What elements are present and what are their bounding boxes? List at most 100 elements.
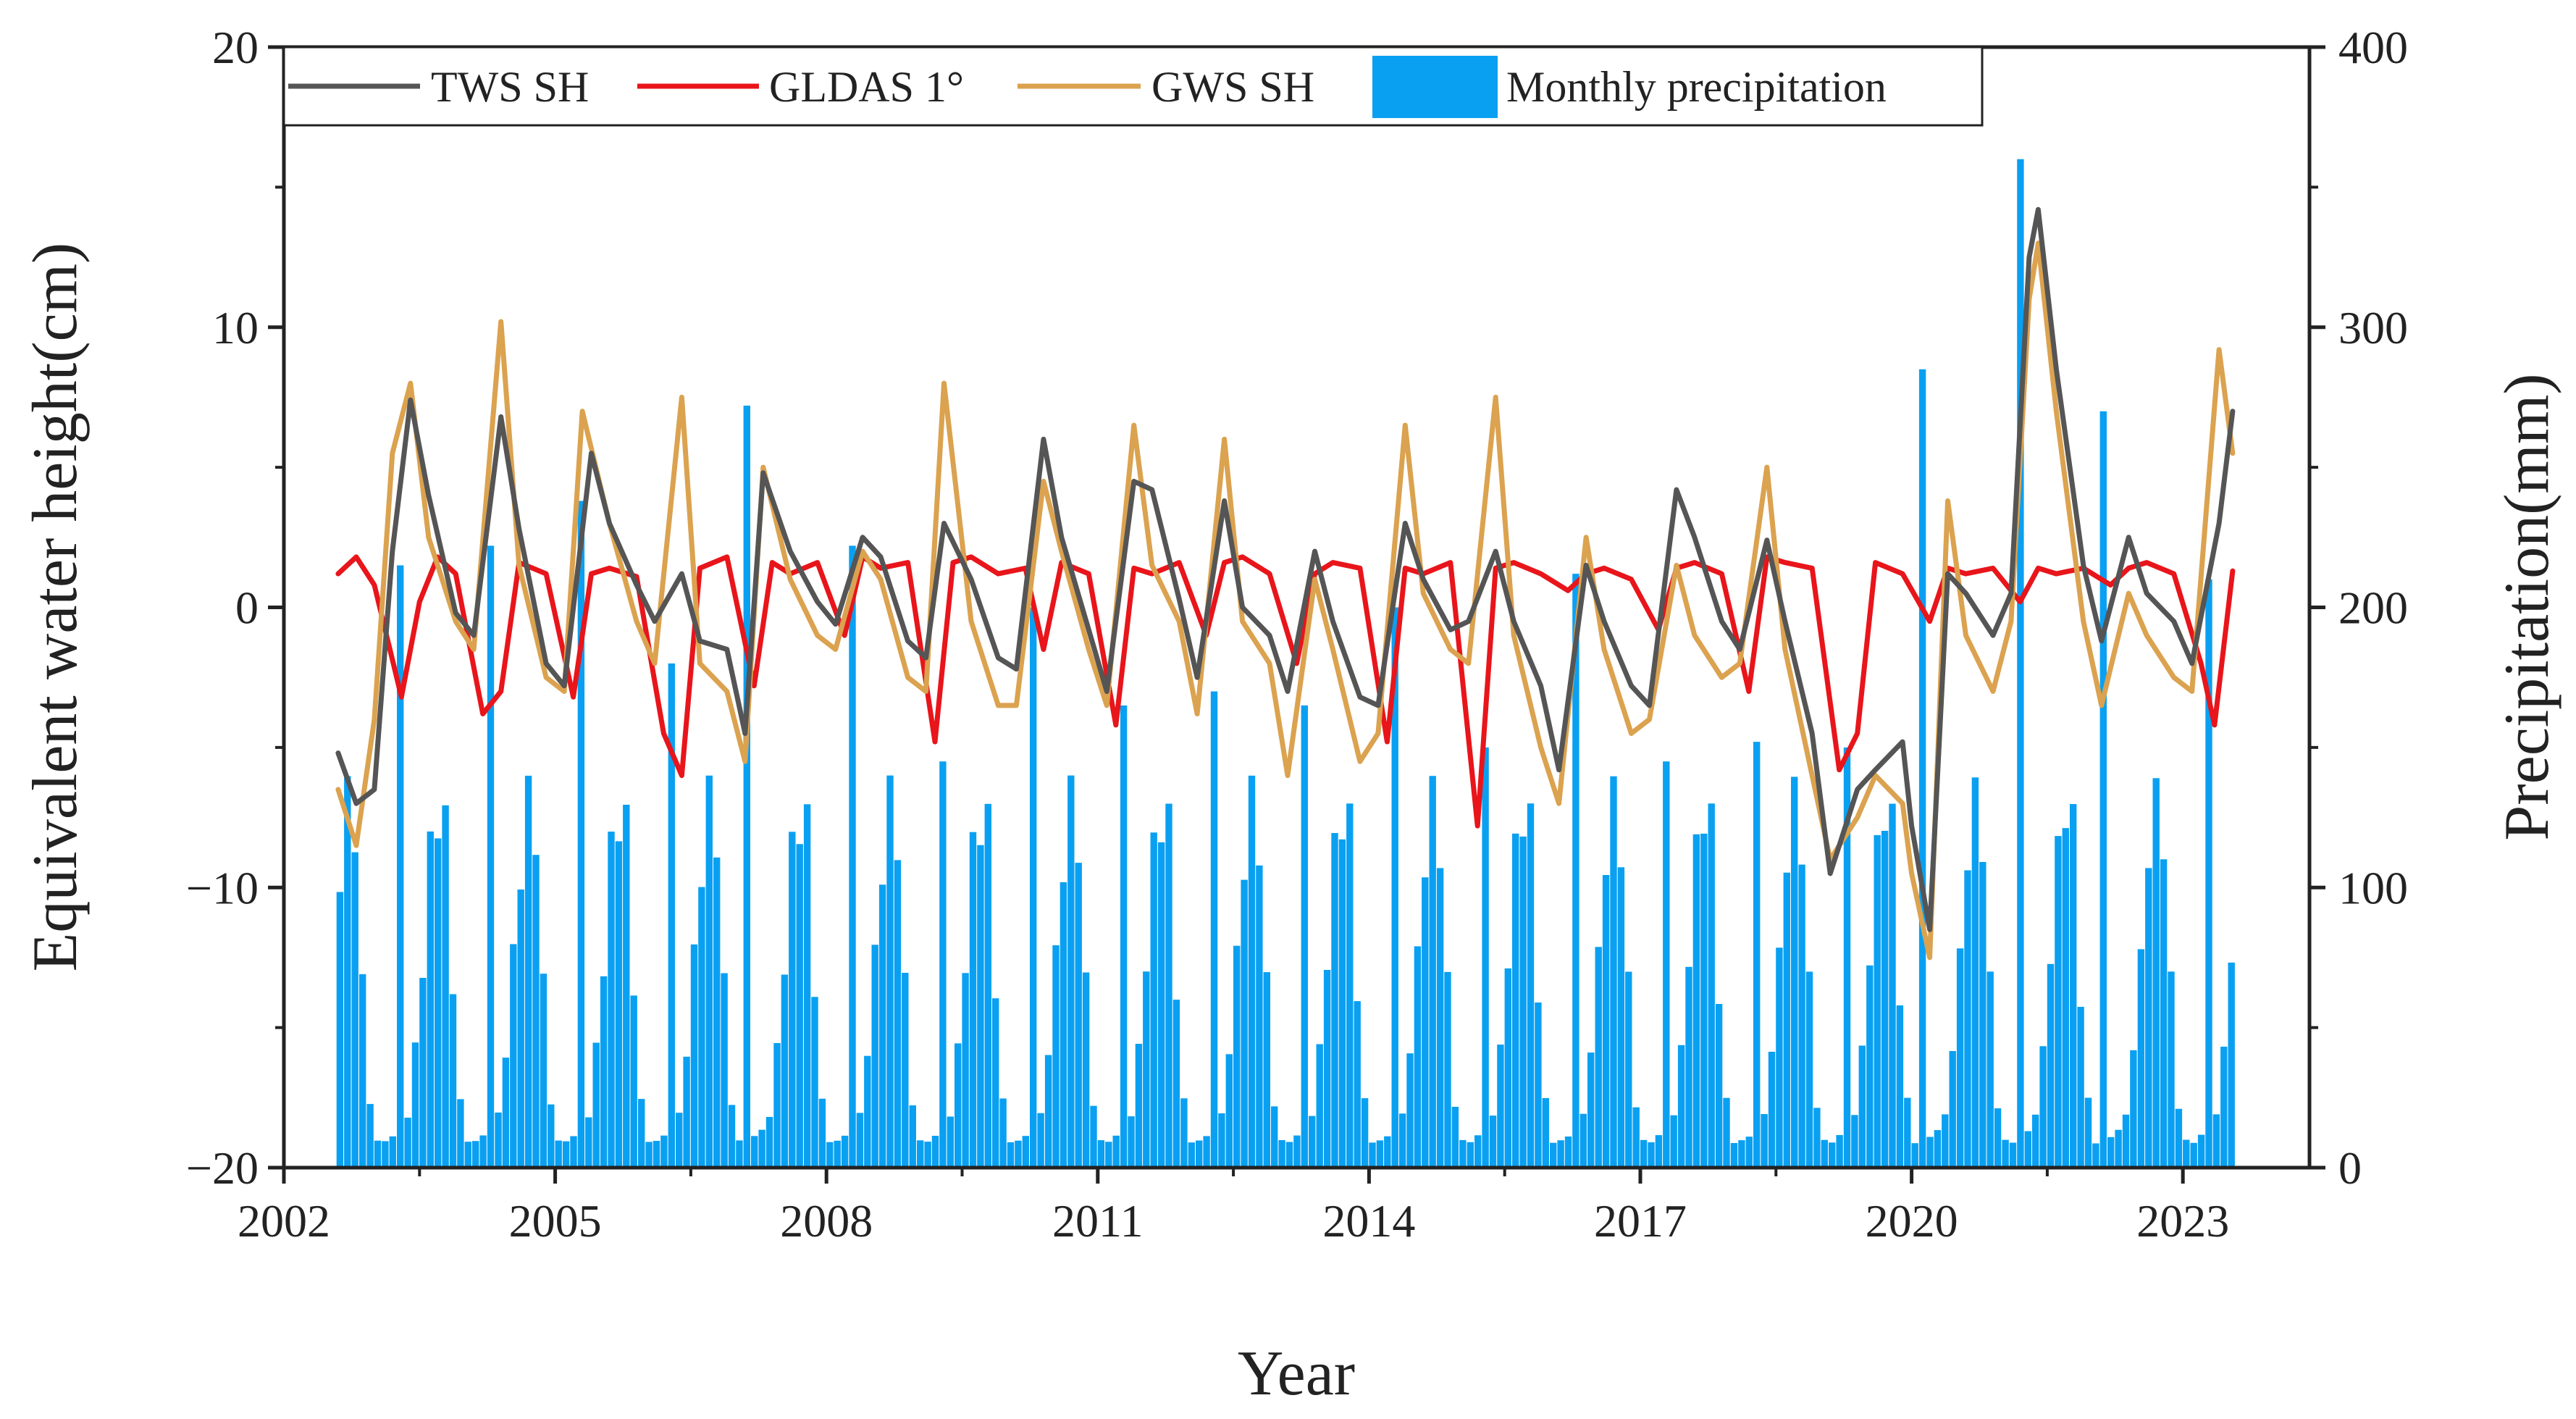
precip-bar: [1422, 877, 1429, 1168]
precip-bar: [2092, 1143, 2099, 1168]
x-tick-label: 2011: [1052, 1195, 1144, 1247]
precip-bar: [2152, 778, 2160, 1168]
precip-bar: [871, 945, 878, 1168]
precip-bar: [2220, 1047, 2228, 1168]
precip-bar: [856, 1113, 864, 1168]
precip-bar: [1225, 1054, 1233, 1168]
precip-bar: [1398, 1113, 1406, 1168]
precip-bar: [947, 1116, 954, 1168]
precip-bar: [1934, 1130, 1942, 1168]
precip-bar: [1474, 1135, 1482, 1168]
precip-bar: [1836, 1135, 1843, 1168]
precip-bar: [2183, 1139, 2190, 1168]
precip-bar: [1911, 1143, 1918, 1168]
precip-bar: [955, 1043, 962, 1168]
y-left-tick-label: 20: [212, 22, 259, 73]
precip-bar: [366, 1104, 374, 1168]
precip-bar: [1293, 1135, 1301, 1168]
precip-bar: [2055, 836, 2062, 1168]
precip-bar: [1143, 971, 1150, 1168]
precip-bar: [1459, 1139, 1467, 1168]
precip-bar: [1723, 1097, 1730, 1168]
precip-bar: [999, 1098, 1007, 1168]
precip-bar: [517, 890, 524, 1168]
precip-bar: [1640, 1139, 1648, 1168]
precip-bar: [826, 1142, 834, 1168]
precip-bar: [713, 857, 721, 1168]
precip-bar: [751, 1136, 758, 1168]
precip-bar: [1866, 965, 1874, 1168]
precip-bar: [736, 1140, 743, 1168]
precip-bar: [547, 1104, 555, 1168]
legend-label-gldas: GLDAS 1°: [769, 63, 964, 111]
precip-bar: [939, 761, 947, 1168]
y-right-tick-label: 300: [2338, 302, 2408, 353]
y-left-tick-label: 10: [212, 302, 259, 353]
precip-bar: [1942, 1114, 1949, 1168]
precip-bar: [909, 1105, 916, 1168]
precip-bar: [969, 832, 977, 1168]
precip-bar: [1889, 803, 1896, 1168]
precip-bar: [1233, 945, 1241, 1168]
precip-bar: [977, 845, 984, 1168]
series-line-tws: [335, 206, 2236, 932]
precip-bar: [1497, 1045, 1504, 1168]
precip-bar: [1677, 1045, 1685, 1168]
precip-bar: [1579, 1113, 1587, 1168]
precip-bar: [1316, 1044, 1323, 1168]
precip-bar: [1346, 803, 1354, 1168]
precip-bar: [2115, 1129, 2122, 1168]
precip-bar: [510, 944, 517, 1168]
x-tick-label: 2002: [238, 1195, 330, 1247]
x-tick-label: 2014: [1322, 1195, 1415, 1247]
precip-bar: [962, 973, 969, 1168]
precip-bar: [435, 838, 442, 1168]
precip-bar: [660, 1135, 668, 1168]
precip-bar: [743, 406, 750, 1168]
precip-bar: [1467, 1142, 1474, 1168]
precip-bar: [1218, 1113, 1225, 1168]
precip-bar: [1572, 574, 1579, 1168]
precip-bar: [1406, 1053, 1414, 1168]
precip-bar: [1964, 870, 1971, 1168]
precip-bar: [841, 1135, 849, 1168]
precip-bar: [1044, 1055, 1052, 1168]
precip-bar: [608, 832, 615, 1168]
precip-bar: [1979, 862, 1986, 1168]
precip-bar: [1557, 1140, 1564, 1168]
precip-bar: [2099, 411, 2107, 1168]
precip-bar: [1994, 1108, 2002, 1168]
precip-bar: [1813, 1108, 1821, 1168]
precip-bar: [789, 832, 796, 1168]
precip-bar: [1180, 1098, 1188, 1168]
precip-bar: [1896, 1005, 1904, 1168]
precip-bar: [765, 1117, 773, 1168]
precip-bar: [555, 1140, 562, 1168]
precip-bar: [638, 1099, 645, 1168]
precip-bar: [1165, 803, 1172, 1168]
precip-bar: [389, 1136, 396, 1168]
y-right-tick-label: 400: [2338, 22, 2408, 73]
precip-bar: [1075, 863, 1082, 1168]
precip-bar: [600, 976, 608, 1168]
precip-bar: [1512, 833, 1519, 1168]
precip-bar: [2032, 1114, 2039, 1168]
legend-label-gws: GWS SH: [1151, 63, 1314, 111]
precip-bar: [623, 805, 630, 1168]
precip-bar: [781, 974, 789, 1168]
precip-bar: [1587, 1052, 1595, 1168]
precip-bar: [1918, 369, 1926, 1168]
precip-bar: [886, 775, 894, 1168]
precip-bar: [1285, 1142, 1293, 1168]
precip-bar: [1843, 747, 1851, 1168]
precip-bar: [1090, 1105, 1097, 1168]
precip-bar: [532, 855, 540, 1168]
series-line-gldas: [335, 554, 2236, 829]
precip-bar: [1851, 1115, 1858, 1168]
precip-bar: [1519, 836, 1527, 1168]
precip-bar: [796, 844, 803, 1168]
precip-bar: [1648, 1142, 1655, 1168]
precip-bar: [1617, 867, 1625, 1168]
precip-bar: [645, 1142, 653, 1168]
legend: TWS SH GLDAS 1° GWS SH Monthly precipita…: [282, 46, 1984, 127]
